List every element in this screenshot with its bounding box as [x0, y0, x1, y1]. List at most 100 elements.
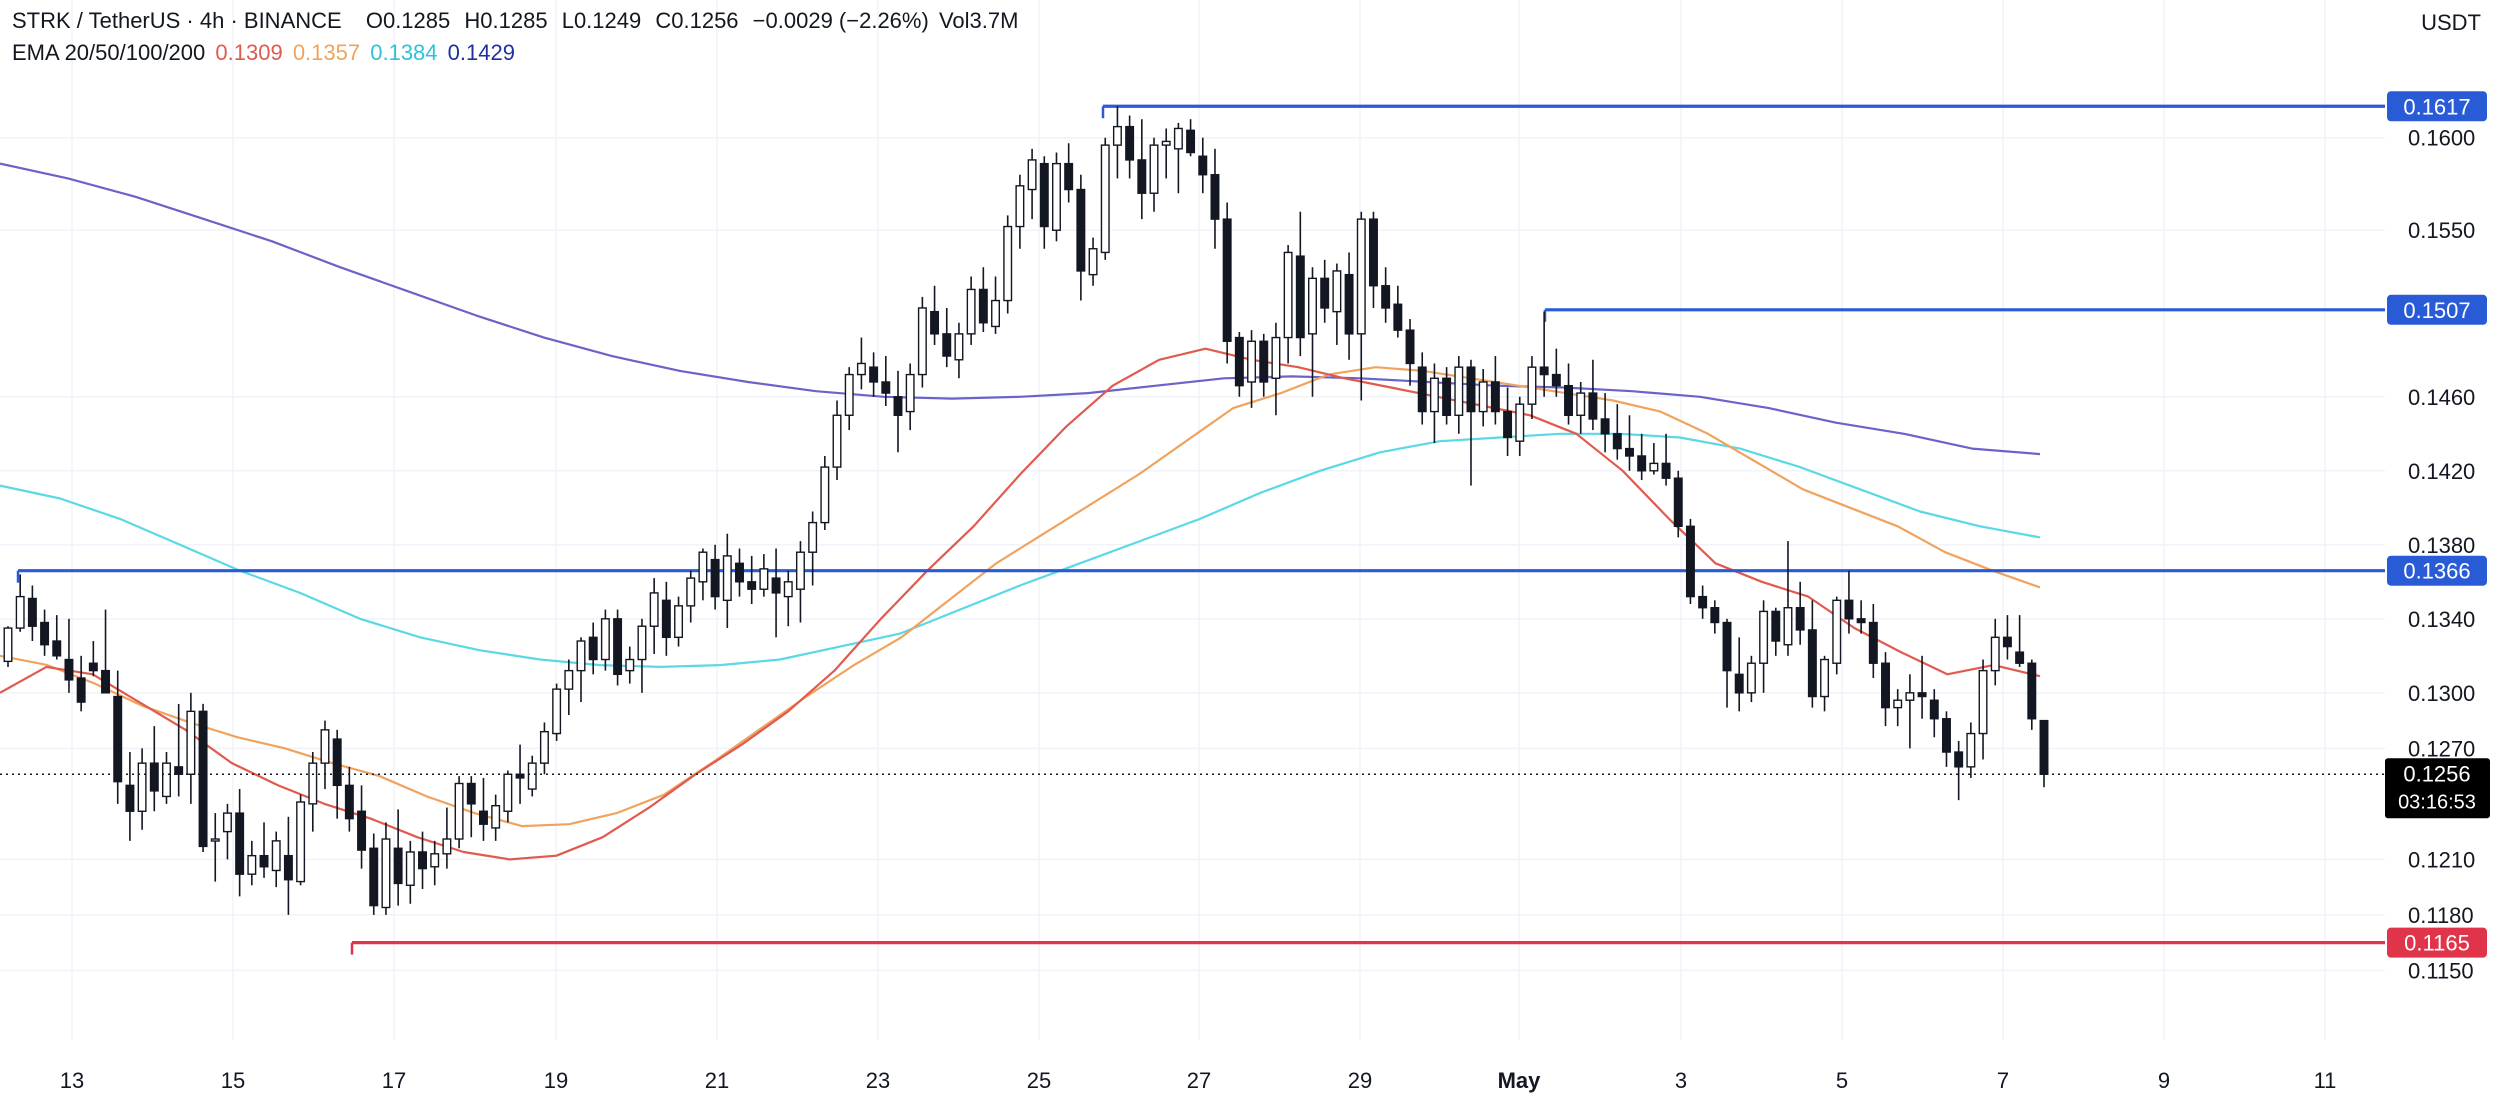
- candle-body: [1125, 125, 1135, 161]
- price-level[interactable]: 0.1617: [1101, 91, 2487, 122]
- candle-body: [52, 640, 62, 657]
- ema20-line: [0, 347, 2041, 861]
- candle-body: [1820, 658, 1830, 698]
- level-tag: [2387, 927, 2487, 958]
- candle: [1625, 415, 1634, 471]
- candle: [454, 776, 464, 849]
- candle-body: [1405, 329, 1415, 365]
- candle-body: [1795, 607, 1805, 631]
- candle: [1673, 470, 1683, 538]
- candle-body: [478, 810, 488, 825]
- candle-body: [393, 847, 403, 885]
- candle: [466, 776, 476, 838]
- candle-body: [1173, 127, 1183, 150]
- ema100-line: [0, 432, 2041, 669]
- candle: [247, 840, 257, 886]
- candle: [637, 618, 647, 693]
- candle-body: [735, 562, 744, 583]
- y-tick-label: 0.1340: [2408, 607, 2475, 632]
- candle: [1429, 363, 1439, 444]
- candle-body: [893, 396, 903, 416]
- candle-body: [1893, 699, 1903, 709]
- candle: [552, 683, 562, 741]
- candle: [1149, 137, 1159, 212]
- candle: [1503, 387, 1513, 456]
- candle-body: [1417, 366, 1427, 413]
- candle-body: [210, 838, 220, 842]
- candle-body: [1905, 692, 1915, 701]
- candle-body: [430, 853, 440, 868]
- candle: [1820, 655, 1830, 712]
- candle-body: [235, 812, 245, 875]
- candle: [1039, 156, 1049, 249]
- candle-body: [308, 762, 318, 805]
- chart-grid: [0, 0, 2385, 1040]
- candle: [881, 356, 891, 407]
- candle-body: [856, 362, 866, 376]
- candle-body: [710, 558, 720, 598]
- candle-body: [1271, 336, 1281, 379]
- candle: [539, 722, 549, 775]
- candle-body: [1308, 277, 1317, 335]
- candle-body: [527, 762, 537, 790]
- candle: [1564, 363, 1574, 425]
- ema-lines: [0, 162, 2041, 861]
- candle: [1210, 148, 1220, 249]
- x-tick-label: 23: [866, 1068, 890, 1093]
- time-axis[interactable]: 13 15 17 19 21 23 25 27 29 May 3 5 7 9 11: [60, 1068, 2337, 1093]
- candle: [1088, 237, 1098, 286]
- currency-label[interactable]: USDT: [2421, 10, 2481, 35]
- candle: [1588, 359, 1598, 431]
- candle: [832, 400, 842, 481]
- candle-body: [1868, 621, 1878, 664]
- candle: [271, 831, 281, 888]
- x-tick-label: 19: [544, 1068, 568, 1093]
- candle-body: [1771, 610, 1781, 642]
- candle: [1881, 652, 1890, 727]
- candle: [1259, 333, 1269, 397]
- candle-body: [1320, 277, 1330, 309]
- candle-body: [1356, 218, 1366, 335]
- level-tag: [2387, 294, 2487, 325]
- candle-body: [1051, 162, 1061, 231]
- candle: [1368, 211, 1378, 308]
- candle-body: [576, 640, 586, 672]
- symbol-legend: STRK / TetherUS · 4h · BINANCE O0.1285 H…: [12, 8, 1022, 34]
- candle-body: [296, 801, 306, 883]
- candle: [1698, 585, 1708, 619]
- candle-body: [1673, 477, 1683, 527]
- candle-body: [466, 782, 476, 805]
- candle-body: [491, 805, 501, 829]
- candle: [1417, 352, 1427, 425]
- candle-body: [1844, 599, 1854, 620]
- symbol-title[interactable]: STRK / TetherUS · 4h · BINANCE: [12, 8, 342, 33]
- candle-body: [1734, 673, 1744, 694]
- candle: [600, 609, 610, 671]
- candle-body: [1832, 599, 1842, 664]
- candle-body: [137, 762, 147, 812]
- y-tick-label: 0.1150: [2408, 958, 2474, 983]
- candle-body: [149, 762, 159, 792]
- candle: [1734, 637, 1744, 712]
- candle-body: [1564, 384, 1574, 416]
- ema-title[interactable]: EMA 20/50/100/200: [12, 40, 206, 65]
- candle-body: [552, 688, 562, 735]
- candle-body: [1198, 155, 1208, 176]
- price-level[interactable]: 0.1507: [1543, 294, 2487, 325]
- candle: [1929, 689, 1939, 738]
- y-tick-label: 0.1600: [2408, 126, 2475, 151]
- price-axis[interactable]: 0.1600 0.1550 0.1460 0.1420 0.1380 0.1340 0.13…: [2408, 126, 2475, 984]
- horizontal-levels[interactable]: 0.1617 0.1507 0.1366 0.1165: [16, 91, 2487, 958]
- price-level[interactable]: 0.1366: [16, 555, 2487, 586]
- low-value: 0.1249: [573, 8, 642, 33]
- candle-body: [1576, 392, 1586, 416]
- candle-body: [1856, 618, 1866, 624]
- candle-body: [357, 810, 367, 851]
- candle-body: [1076, 188, 1086, 272]
- price-level[interactable]: 0.1165: [350, 927, 2487, 958]
- candle-body: [88, 662, 98, 672]
- close-value: 0.1256: [671, 8, 739, 33]
- level-label: 0.1366: [2403, 559, 2470, 584]
- x-tick-label: 29: [1348, 1068, 1372, 1093]
